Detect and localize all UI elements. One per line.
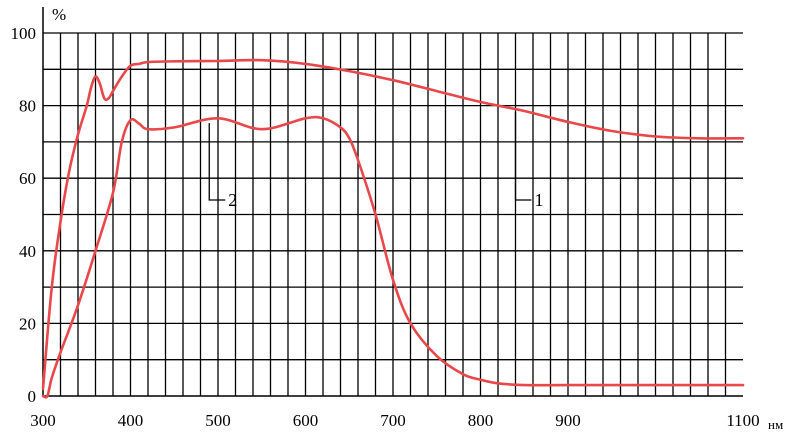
- x-tick-label: 800: [468, 411, 494, 430]
- y-unit-label: %: [52, 5, 66, 24]
- series-line-1: [41, 58, 745, 390]
- x-tick-label: 400: [118, 411, 144, 430]
- series-label-2: 2: [228, 190, 237, 210]
- x-tick-label: 300: [30, 411, 56, 430]
- y-tick-label: 40: [19, 242, 36, 261]
- y-tick-label: 60: [19, 169, 36, 188]
- chart-axes: [42, 7, 743, 397]
- x-tick-label: 600: [293, 411, 319, 430]
- chart-grid: [43, 32, 743, 396]
- y-tick-label: 20: [19, 314, 36, 333]
- x-tick-label: 1100: [726, 411, 759, 430]
- series-line-2: [41, 115, 745, 399]
- y-tick-label: 80: [19, 97, 36, 116]
- x-tick-label: 900: [555, 411, 581, 430]
- series-leaders: 12: [208, 112, 544, 210]
- y-tick-label: 0: [28, 387, 37, 406]
- x-tick-label: 500: [205, 411, 231, 430]
- series-label-1: 1: [535, 190, 544, 210]
- tick-labels: 300 400 500 600 700 800 900 1100 0 20 40 60 80 100: [11, 24, 760, 430]
- series-lines: [41, 58, 745, 399]
- leader-line-1: [514, 112, 532, 201]
- y-tick-label: 100: [11, 24, 37, 43]
- x-unit-label: нм: [768, 417, 783, 432]
- x-tick-label: 700: [380, 411, 406, 430]
- leader-line-2: [208, 123, 226, 201]
